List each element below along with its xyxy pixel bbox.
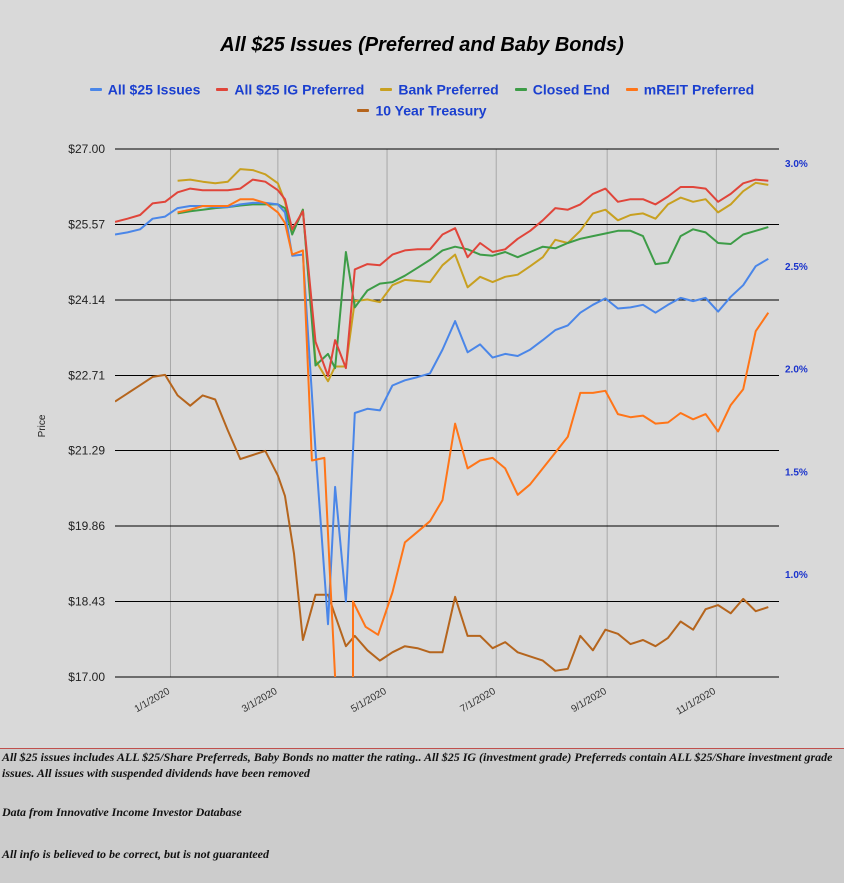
- legend-item: All $25 IG Preferred: [216, 78, 364, 99]
- legend-swatch: [380, 87, 393, 91]
- legend-label: All $25 IG Preferred: [234, 81, 365, 98]
- note-disclaimer: All info is believed to be correct, but …: [2, 847, 269, 861]
- y-tick-label: $27.00: [68, 142, 105, 156]
- y-tick-label: $21.29: [68, 443, 105, 457]
- y2-tick-label: 3.0%: [785, 159, 808, 170]
- x-tick-label: 9/1/2020: [569, 686, 609, 715]
- x-tick-label: 3/1/2020: [240, 686, 280, 715]
- x-tick-label: 5/1/2020: [349, 686, 389, 715]
- x-tick-label: 11/1/2020: [674, 686, 718, 718]
- y-tick-label: $25.57: [68, 218, 105, 232]
- legend-swatch: [89, 87, 102, 91]
- y-tick-label: $17.00: [68, 670, 105, 684]
- y-tick-label: $19.86: [68, 519, 105, 533]
- axis-layer: 1/1/2020 3/1/2020 5/1/2020 7/1/2020 9/1/2020…: [68, 142, 808, 717]
- series-layer: [115, 168, 770, 677]
- legend-label: Closed End: [532, 81, 610, 98]
- y-tick-label: $24.14: [68, 293, 105, 307]
- legend-item: mREIT Preferred: [625, 78, 755, 99]
- y2-tick-label: 1.5%: [785, 467, 808, 478]
- y2-tick-label: 2.0%: [785, 365, 808, 376]
- series-line-mreit-preferred: [177, 198, 770, 677]
- x-tick-label: 1/1/2020: [133, 686, 173, 715]
- y-tick-label: $18.43: [68, 594, 105, 608]
- chart-area: All $25 Issues (Preferred and Baby Bonds…: [0, 0, 844, 748]
- chart-title: All $25 Issues (Preferred and Baby Bonds…: [219, 34, 624, 56]
- legend-swatch: [357, 109, 370, 113]
- y-tick-label: $22.71: [68, 369, 105, 383]
- legend-item: All $25 Issues: [89, 78, 201, 99]
- footnotes: All $25 issues includes ALL $25/Share Pr…: [0, 748, 844, 883]
- legend-swatch: [514, 87, 527, 91]
- line-chart: All $25 Issues (Preferred and Baby Bonds…: [37, 34, 808, 717]
- y-axis-label: Price: [37, 414, 48, 437]
- legend-item: Closed End: [514, 78, 610, 99]
- series-line-bank-preferred: [177, 168, 769, 383]
- series-line-10-year-treasury: [115, 373, 769, 672]
- legend-swatch: [625, 87, 638, 91]
- legend-item: Bank Preferred: [380, 78, 499, 99]
- y2-tick-label: 1.0%: [785, 570, 808, 581]
- legend-item: 10 Year Treasury: [357, 99, 487, 120]
- series-line-closed-end: [177, 203, 769, 370]
- note-description: All $25 issues includes ALL $25/Share Pr…: [2, 750, 833, 780]
- grid-layer: [115, 148, 779, 678]
- legend-label: 10 Year Treasury: [375, 102, 487, 119]
- legend-swatch: [216, 87, 229, 91]
- y2-tick-label: 2.5%: [785, 262, 808, 273]
- legend: All $25 Issues All $25 IG Preferred Bank P…: [0, 78, 844, 121]
- legend-label: All $25 Issues: [107, 81, 201, 98]
- legend-label: mREIT Preferred: [643, 81, 755, 98]
- series-line-all-25-ig-preferred: [115, 178, 769, 377]
- series-line-all-25-issues: [115, 201, 769, 626]
- x-tick-label: 7/1/2020: [458, 686, 498, 715]
- legend-label: Bank Preferred: [398, 81, 499, 98]
- note-data-source: Data from Innovative Income Investor Dat…: [2, 805, 242, 819]
